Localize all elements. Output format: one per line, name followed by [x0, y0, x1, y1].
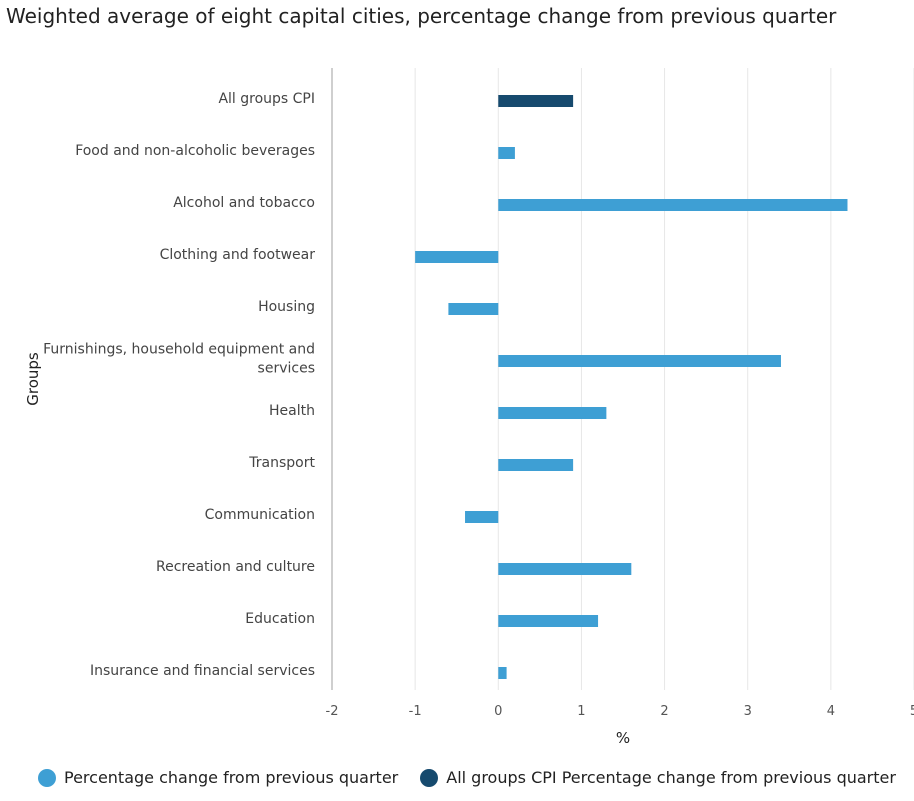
legend-item-series-1[interactable]: Percentage change from previous quarter — [38, 768, 398, 787]
legend-marker-series-2 — [420, 768, 439, 787]
bar[interactable] — [498, 407, 607, 419]
category-label: Recreation and culture — [156, 559, 315, 575]
category-label: All groups CPI — [218, 91, 315, 107]
x-tick-label: 1 — [577, 704, 585, 719]
x-tick-label: -2 — [326, 704, 339, 719]
bar[interactable] — [498, 615, 599, 627]
x-tick-labels: -2 -1 0 1 2 3 4 5 — [326, 704, 914, 719]
category-label: Education — [245, 611, 315, 627]
category-labels: All groups CPI Food and non-alcoholic bev… — [43, 91, 315, 679]
legend-label-series-1: Percentage change from previous quarter — [64, 768, 399, 787]
category-label: Communication — [205, 507, 315, 523]
bar[interactable] — [498, 563, 632, 575]
x-axis-title: % — [616, 729, 630, 747]
bar[interactable] — [465, 511, 499, 523]
bar[interactable] — [498, 667, 507, 679]
bar-chart: All groups CPI Food and non-alcoholic bev… — [24, 68, 914, 747]
bar[interactable] — [498, 147, 515, 159]
x-tick-label: 3 — [744, 704, 752, 719]
x-tick-label: 4 — [827, 704, 835, 719]
x-tick-label: 2 — [660, 704, 668, 719]
x-tick-label: -1 — [409, 704, 422, 719]
legend-item-series-2[interactable]: All groups CPI Percentage change from pr… — [420, 768, 896, 787]
bar[interactable] — [498, 199, 848, 211]
bar[interactable] — [498, 355, 781, 367]
legend-label-series-2: All groups CPI Percentage change from pr… — [446, 768, 896, 787]
bar[interactable] — [415, 251, 499, 263]
chart-title: Weighted average of eight capital cities… — [6, 4, 837, 28]
bar[interactable] — [498, 459, 574, 471]
category-label: Health — [269, 403, 315, 419]
y-axis-title: Groups — [24, 352, 42, 406]
category-label: Food and non-alcoholic beverages — [75, 143, 315, 159]
legend-marker-series-1 — [38, 768, 56, 787]
category-label: Insurance and financial services — [90, 663, 315, 679]
bar[interactable] — [498, 95, 574, 107]
category-label: Furnishings, household equipment and serv… — [43, 342, 315, 377]
legend: Percentage change from previous quarter … — [38, 768, 896, 787]
bars — [415, 95, 848, 679]
x-tick-label: 5 — [910, 704, 914, 719]
x-tick-label: 0 — [494, 704, 502, 719]
gridlines — [331, 68, 914, 690]
category-label: Transport — [248, 455, 315, 471]
category-label: Housing — [258, 299, 315, 315]
category-label: Alcohol and tobacco — [173, 195, 315, 211]
bar[interactable] — [448, 303, 499, 315]
category-label: Clothing and footwear — [160, 247, 316, 263]
